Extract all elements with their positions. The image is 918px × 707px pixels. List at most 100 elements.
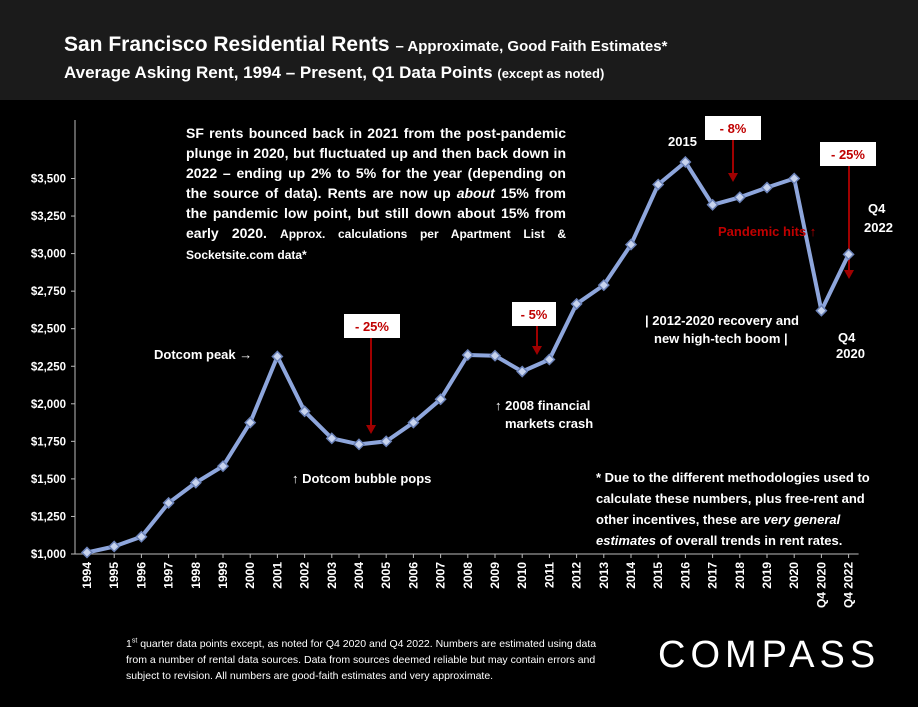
rent-data-point [624, 238, 638, 251]
drop-label-box [705, 116, 761, 140]
y-tick-label: $1,000 [31, 549, 66, 561]
rent-data-point [461, 348, 474, 362]
x-tick-label: 2003 [325, 562, 339, 589]
x-tick-label: Q4 2020 [814, 562, 828, 608]
x-tick-label: 1996 [134, 562, 148, 589]
rent-data-point [706, 198, 719, 211]
source-footnote: 1st quarter data points except, as noted… [126, 637, 597, 682]
rent-data-point [570, 297, 583, 310]
rent-data-point [788, 172, 801, 185]
chart-annotation: 2015 [668, 134, 697, 149]
rent-data-point [407, 416, 420, 429]
y-tick-label: $3,250 [31, 211, 66, 223]
drop-percent-label: - 8% [720, 121, 747, 136]
drop-arrowhead [728, 173, 738, 182]
rent-data-point [108, 540, 121, 553]
rent-data-point [488, 349, 502, 362]
rent-data-point [652, 178, 665, 191]
rent-data-point [162, 496, 175, 509]
x-tick-label: 2015 [651, 562, 665, 589]
rent-data-point [516, 365, 529, 378]
chart-subtitle: Average Asking Rent, 1994 – Present, Q1 … [64, 63, 605, 82]
x-tick-label: 1995 [107, 562, 121, 589]
drop-arrowhead [844, 270, 854, 279]
y-tick-label: $2,750 [31, 286, 66, 298]
rent-data-point [380, 435, 393, 448]
x-tick-label: 2005 [379, 562, 393, 589]
drop-arrowhead [532, 346, 542, 355]
x-tick-label: 1997 [162, 562, 176, 589]
rent-data-point [298, 405, 311, 418]
y-tick-label: $2,500 [31, 324, 66, 336]
x-tick-label: Q4 2022 [842, 562, 856, 608]
rent-data-point [543, 353, 556, 366]
chart-annotation: ↑ Dotcom bubble pops [292, 471, 431, 486]
chart-annotation: | 2012-2020 recovery and [645, 313, 799, 328]
y-tick-label: $3,500 [31, 174, 66, 186]
chart-annotation: 2022 [864, 220, 893, 235]
x-tick-label: 2010 [515, 562, 529, 589]
x-tick-label: 2006 [406, 562, 420, 589]
x-tick-label: 2018 [733, 562, 747, 589]
chart-title: San Francisco Residential Rents – Approx… [64, 33, 668, 56]
drop-percent-label: - 25% [355, 319, 389, 334]
chart-subtitle-qualifier: (except as noted) [497, 66, 605, 81]
title-bar: San Francisco Residential Rents – Approx… [0, 0, 918, 100]
x-tick-label: 2014 [624, 562, 638, 589]
rent-data-point [352, 438, 366, 451]
chart-annotation: markets crash [505, 416, 593, 431]
rent-data-point [189, 476, 202, 489]
y-tick-label: $1,250 [31, 511, 66, 523]
x-tick-label: 2012 [570, 562, 584, 589]
rent-data-point [434, 393, 447, 406]
rent-data-point [733, 191, 746, 204]
x-tick-label: 2020 [787, 562, 801, 589]
compass-logo: COMPASS [658, 634, 881, 676]
x-tick-label: 2019 [760, 562, 774, 589]
chart-annotation: Q4 [838, 330, 856, 345]
x-tick-label: 2001 [270, 562, 284, 589]
x-tick-label: 2016 [678, 562, 692, 589]
rent-data-point [760, 181, 774, 194]
y-tick-label: $3,000 [31, 249, 66, 261]
y-tick-label: $1,500 [31, 474, 66, 486]
chart-annotation: 2020 [836, 346, 865, 361]
drop-label-box [820, 142, 876, 166]
x-tick-label: 2007 [434, 562, 448, 589]
drop-percent-label: - 25% [831, 147, 865, 162]
rent-data-point [271, 350, 284, 363]
chart-annotation: ↑ 2008 financial [495, 398, 590, 413]
drop-label-box [344, 314, 400, 338]
x-tick-label: 2004 [352, 562, 366, 589]
y-tick-label: $2,250 [31, 361, 66, 373]
x-tick-label: 2011 [542, 562, 556, 588]
rent-data-point [842, 248, 855, 261]
rent-data-point [135, 530, 148, 543]
rent-data-point [597, 279, 610, 292]
y-tick-label: $2,000 [31, 399, 66, 411]
x-tick-label: 2013 [597, 562, 611, 589]
chart-annotation: Pandemic hits ↑ [718, 224, 816, 239]
y-tick-label: $1,750 [31, 436, 66, 448]
chart-annotation: Dotcom peak → [154, 347, 252, 362]
x-tick-label: 2000 [243, 562, 257, 589]
rent-data-point [244, 416, 257, 429]
rent-data-point [80, 546, 94, 559]
x-tick-label: 2009 [488, 562, 502, 589]
x-tick-label: 2002 [298, 562, 312, 589]
x-tick-label: 2008 [461, 562, 475, 589]
rent-data-point [325, 432, 338, 445]
chart-annotation: Q4 [868, 201, 886, 216]
methodology-note: * Due to the different methodologies use… [596, 470, 870, 548]
rent-data-point [815, 304, 828, 317]
x-tick-label: 1999 [216, 562, 230, 589]
drop-percent-label: - 5% [521, 307, 548, 322]
rebound-commentary: SF rents bounced back in 2021 from the p… [186, 125, 566, 262]
chart-annotation: new high-tech boom | [654, 331, 788, 346]
drop-label-box [512, 302, 556, 326]
x-tick-label: 2017 [706, 562, 720, 589]
rent-data-point [679, 155, 692, 169]
chart-title-qualifier: – Approximate, Good Faith Estimates* [395, 38, 668, 55]
x-tick-label: 1994 [80, 562, 94, 589]
